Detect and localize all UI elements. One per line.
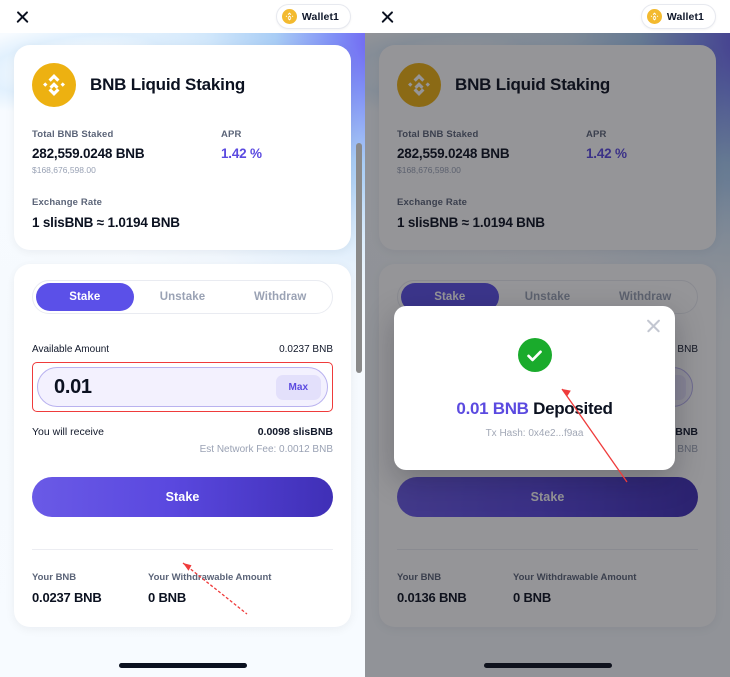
top-bar: Wallet1 xyxy=(0,0,365,33)
exchange-rate-label: Exchange Rate xyxy=(32,197,103,208)
exchange-rate-block: Exchange Rate 1 slisBNB ≈ 1.0194 BNB xyxy=(397,197,698,230)
success-modal: 0.01 BNB Deposited Tx Hash: 0x4e2...f9aa xyxy=(394,306,675,470)
apr-block: APR 1.42 % xyxy=(221,129,333,175)
top-bar-right: Wallet1 xyxy=(365,0,730,33)
apr-block: APR 1.42 % xyxy=(586,129,698,175)
close-icon[interactable] xyxy=(14,8,32,26)
check-circle-icon xyxy=(517,338,552,372)
exchange-rate-value: 1 slisBNB ≈ 1.0194 BNB xyxy=(397,215,545,230)
receive-label: You will receive xyxy=(32,426,104,438)
home-indicator xyxy=(483,663,612,668)
action-card: Stake Unstake Withdraw Available Amount … xyxy=(14,264,351,627)
withdrawable-value: 0 BNB xyxy=(148,590,187,605)
apr-value: 1.42 % xyxy=(221,146,262,161)
total-staked-block: Total BNB Staked 282,559.0248 BNB $168,6… xyxy=(397,129,586,175)
your-bnb-value: 0.0136 BNB xyxy=(397,590,467,605)
tab-withdraw[interactable]: Withdraw xyxy=(253,291,307,303)
stake-button[interactable]: Stake xyxy=(397,477,698,517)
apr-label: APR xyxy=(586,129,607,140)
footer-stats: Your BNB 0.0237 BNB Your Withdrawable Am… xyxy=(32,572,333,605)
footer-stats: Your BNB 0.0136 BNB Your Withdrawable Am… xyxy=(397,572,698,605)
stats-row: Total BNB Staked 282,559.0248 BNB $168,6… xyxy=(32,129,333,175)
your-bnb-block: Your BNB 0.0136 BNB xyxy=(397,572,513,605)
total-staked-label: Total BNB Staked xyxy=(32,129,114,140)
withdrawable-value: 0 BNB xyxy=(513,590,552,605)
scrollbar-thumb[interactable] xyxy=(356,143,362,373)
total-staked-usd: $168,676,598.00 xyxy=(32,165,96,175)
stake-button[interactable]: Stake xyxy=(32,477,333,517)
withdrawable-label: Your Withdrawable Amount xyxy=(148,572,272,583)
scroll-area: BNB Liquid Staking Total BNB Staked 282,… xyxy=(0,33,365,627)
left-panel: Wallet1 BNB Liquid Staking Total BNB Sta… xyxy=(0,0,365,677)
your-bnb-block: Your BNB 0.0237 BNB xyxy=(32,572,148,605)
amount-input[interactable]: 0.01 Max xyxy=(37,367,328,407)
stats-row: Total BNB Staked 282,559.0248 BNB $168,6… xyxy=(397,129,698,175)
footer-divider xyxy=(397,549,698,550)
total-staked-value: 282,559.0248 BNB xyxy=(32,146,145,161)
exchange-rate-value: 1 slisBNB ≈ 1.0194 BNB xyxy=(32,215,180,230)
page-title: BNB Liquid Staking xyxy=(455,75,611,94)
receive-value: 0.0098 slisBNB xyxy=(257,426,333,438)
modal-title: 0.01 BNB Deposited xyxy=(408,399,661,419)
network-fee-text: Est Network Fee: 0.0012 BNB xyxy=(199,444,333,455)
available-amount-row: Available Amount 0.0237 BNB xyxy=(32,344,333,355)
withdrawable-block: Your Withdrawable Amount 0 BNB xyxy=(513,572,698,605)
available-amount-value: 0.0237 BNB xyxy=(279,344,333,355)
total-staked-value: 282,559.0248 BNB xyxy=(397,146,510,161)
withdrawable-block: Your Withdrawable Amount 0 BNB xyxy=(148,572,333,605)
exchange-rate-label: Exchange Rate xyxy=(397,197,468,208)
bnb-token-icon xyxy=(32,63,76,107)
app-body: BNB Liquid Staking Total BNB Staked 282,… xyxy=(0,33,365,677)
apr-label: APR xyxy=(221,129,242,140)
apr-value: 1.42 % xyxy=(586,146,627,161)
right-panel: Wallet1 BNB Liquid Staking Total BNB Sta… xyxy=(365,0,730,677)
wallet-label: Wallet1 xyxy=(301,10,339,23)
total-staked-block: Total BNB Staked 282,559.0248 BNB $168,6… xyxy=(32,129,221,175)
home-indicator xyxy=(118,663,247,668)
amount-input-highlight: 0.01 Max xyxy=(32,362,333,412)
exchange-rate-block: Exchange Rate 1 slisBNB ≈ 1.0194 BNB xyxy=(32,197,333,230)
bnb-token-icon xyxy=(397,63,441,107)
bnb-coin-icon xyxy=(281,9,297,24)
info-card-header: BNB Liquid Staking xyxy=(397,63,698,107)
modal-tx-hash: Tx Hash: 0x4e2...f9aa xyxy=(485,428,584,439)
amount-input-value: 0.01 xyxy=(54,375,92,398)
your-bnb-value: 0.0237 BNB xyxy=(32,590,102,605)
info-card: BNB Liquid Staking Total BNB Staked 282,… xyxy=(14,45,351,250)
close-icon[interactable] xyxy=(379,8,397,26)
info-card: BNB Liquid Staking Total BNB Staked 282,… xyxy=(379,45,716,250)
total-staked-usd: $168,676,598.00 xyxy=(397,165,461,175)
receive-row: You will receive 0.0098 slisBNB xyxy=(32,426,333,438)
withdrawable-label: Your Withdrawable Amount xyxy=(513,572,637,583)
page-title: BNB Liquid Staking xyxy=(90,75,246,94)
tab-unstake[interactable]: Unstake xyxy=(524,291,571,303)
tab-unstake[interactable]: Unstake xyxy=(159,291,206,303)
total-staked-label: Total BNB Staked xyxy=(397,129,479,140)
wallet-label: Wallet1 xyxy=(666,10,704,23)
modal-status: Deposited xyxy=(528,399,613,418)
close-icon[interactable] xyxy=(645,317,662,334)
mode-tabs: Stake Unstake Withdraw xyxy=(32,280,333,314)
wallet-button[interactable]: Wallet1 xyxy=(275,4,351,29)
max-button[interactable]: Max xyxy=(275,374,321,400)
tab-stake[interactable]: Stake xyxy=(36,283,134,311)
footer-divider xyxy=(32,549,333,550)
info-card-header: BNB Liquid Staking xyxy=(32,63,333,107)
bnb-coin-icon xyxy=(646,9,662,24)
tab-withdraw[interactable]: Withdraw xyxy=(618,291,672,303)
wallet-button[interactable]: Wallet1 xyxy=(640,4,716,29)
available-amount-label: Available Amount xyxy=(32,344,110,355)
modal-amount: 0.01 BNB xyxy=(456,399,529,418)
scrollbar[interactable] xyxy=(356,33,362,677)
app-body-right: BNB Liquid Staking Total BNB Staked 282,… xyxy=(365,33,730,677)
your-bnb-label: Your BNB xyxy=(32,572,77,583)
your-bnb-label: Your BNB xyxy=(397,572,442,583)
